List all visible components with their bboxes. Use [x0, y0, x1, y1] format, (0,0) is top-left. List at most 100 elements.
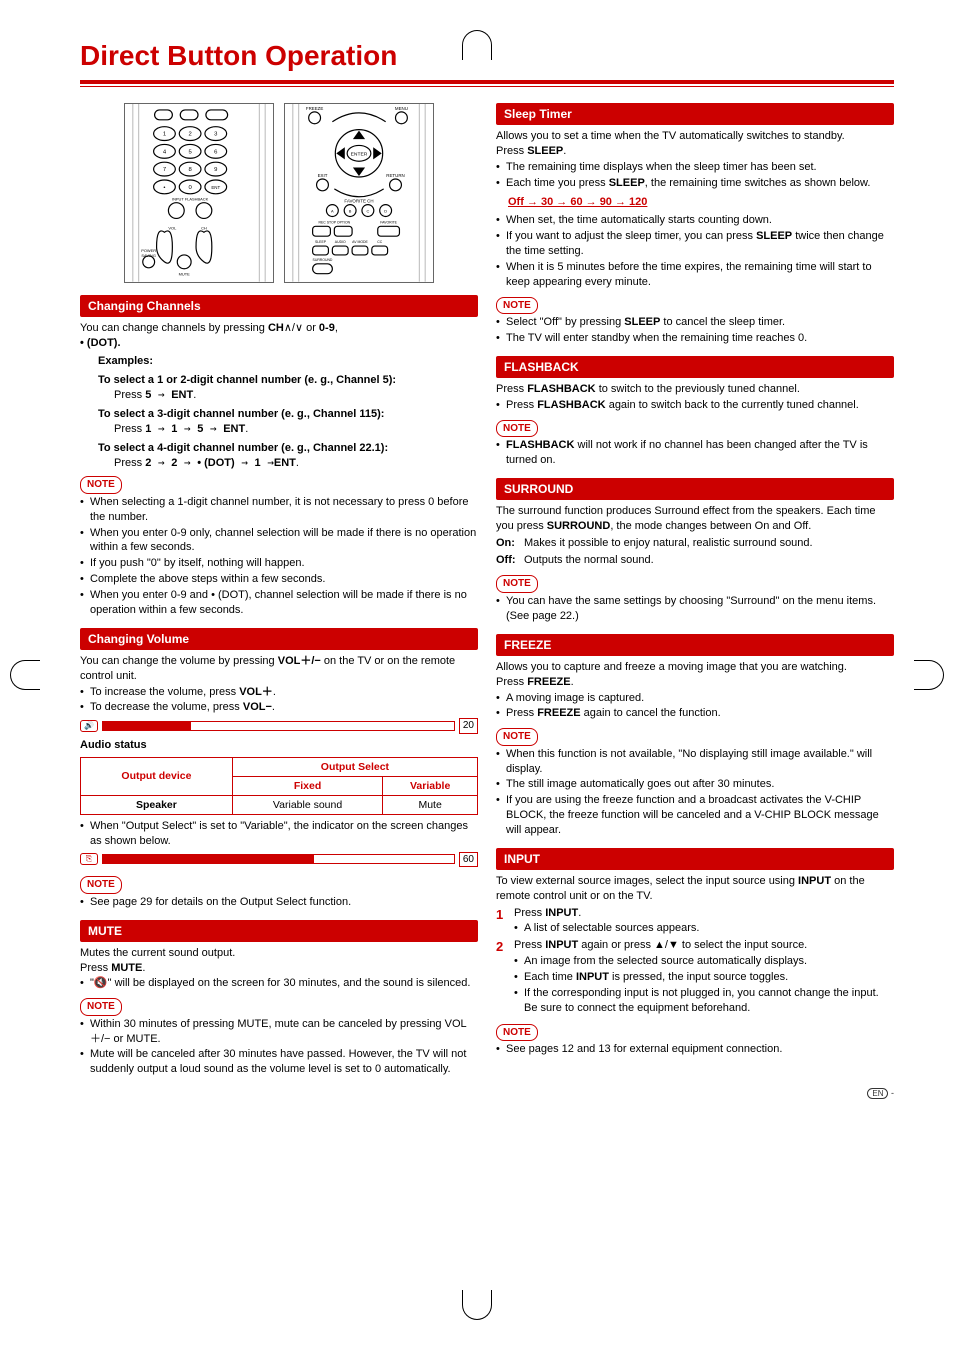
cc-ex1-title: To select a 1 or 2-digit channel number … [80, 373, 478, 388]
sleep-n2: The TV will enter standby when the remai… [496, 331, 894, 346]
inp-step-1: 1 Press INPUT. A list of selectable sour… [496, 906, 894, 937]
svg-text:REC STOP OPTION: REC STOP OPTION [319, 220, 351, 224]
fz-notes: When this function is not available, "No… [496, 747, 894, 838]
heading-sleep-timer: Sleep Timer [496, 103, 894, 125]
inp-steps: 1 Press INPUT. A list of selectable sour… [496, 906, 894, 1016]
mute-notes: Within 30 minutes of pressing MUTE, mute… [80, 1017, 478, 1077]
svg-text:A: A [331, 209, 334, 214]
td-variable: Mute [383, 795, 478, 814]
volume-value-2: 60 [459, 852, 478, 868]
fz-n3: If you are using the freeze function and… [496, 793, 894, 838]
mute-line1: Mutes the current sound output. [80, 946, 478, 961]
cc-ex3-title: To select a 4-digit channel number (e. g… [80, 441, 478, 456]
inp-intro: To view external source images, select t… [496, 874, 894, 904]
heading-input: INPUT [496, 848, 894, 870]
svg-text:SAVING: SAVING [141, 253, 156, 258]
cc-note-item: If you push "0" by itself, nothing will … [80, 556, 478, 571]
inp-s2-sub3: If the corresponding input is not plugge… [514, 986, 894, 1016]
svg-text:•: • [163, 185, 165, 191]
sleep-b5: When it is 5 minutes before the time exp… [496, 260, 894, 290]
svg-text:AV MODE: AV MODE [352, 240, 368, 244]
mute-note-tag: NOTE [80, 998, 122, 1016]
sleep-intro: Allows you to set a time when the TV aut… [496, 129, 894, 144]
cc-dot: • (DOT). [80, 336, 478, 351]
cv-note-tag: NOTE [80, 876, 122, 894]
sleep-note-tag: NOTE [496, 297, 538, 315]
fz-b2: Press FREEZE again to cancel the functio… [496, 706, 894, 721]
inp-s1-sub: A list of selectable sources appears. [514, 921, 894, 936]
cv-notes: See page 29 for details on the Output Se… [80, 895, 478, 910]
speaker-icon: 🔊 [80, 720, 98, 732]
fz-press: Press FREEZE. [496, 675, 894, 690]
mute-icon: 🔇 [94, 977, 108, 989]
svg-text:2: 2 [188, 132, 191, 138]
fz-intro: Allows you to capture and freeze a movin… [496, 660, 894, 675]
heading-surround: SURROUND [496, 478, 894, 500]
cc-examples-label: Examples: [80, 354, 478, 369]
inp-s2-sub1: An image from the selected source automa… [514, 954, 894, 969]
rule-thin [80, 86, 894, 87]
crop-mark-right [914, 660, 944, 690]
sleep-b2: Each time you press SLEEP, the remaining… [496, 176, 894, 191]
mute-note-item: Mute will be canceled after 30 minutes h… [80, 1047, 478, 1077]
cv-intro: You can change the volume by pressing VO… [80, 654, 478, 684]
output-select-table: Output device Output Select Fixed Variab… [80, 757, 478, 816]
th-fixed: Fixed [232, 776, 382, 795]
svg-text:MENU: MENU [395, 106, 408, 111]
volume-bar-1: 🔊 20 [80, 718, 478, 734]
svg-text:D: D [384, 209, 387, 214]
sleep-n1: Select "Off" by pressing SLEEP to cancel… [496, 315, 894, 330]
cc-note-tag: NOTE [80, 476, 122, 494]
sleep-bullets-2: When set, the time automatically starts … [496, 213, 894, 289]
fz-n2: The still image automatically goes out a… [496, 777, 894, 792]
fb-b1: Press FLASHBACK again to switch back to … [496, 398, 894, 413]
td-fixed: Variable sound [232, 795, 382, 814]
svg-text:MUTE: MUTE [179, 272, 191, 277]
svg-text:FREEZE: FREEZE [306, 106, 323, 111]
heading-changing-volume: Changing Volume [80, 628, 478, 650]
svg-text:C: C [366, 209, 369, 214]
rule-thick [80, 80, 894, 84]
cc-note-item: When selecting a 1-digit channel number,… [80, 495, 478, 525]
svg-text:CC: CC [377, 240, 382, 244]
left-column: 123 456 789 •0ENT INPUT FLASHBACK VOLCH [80, 103, 478, 1078]
svg-text:FAVORITE CH: FAVORITE CH [344, 199, 373, 204]
mute-b1: "🔇" will be displayed on the screen for … [80, 976, 478, 991]
td-speaker: Speaker [81, 795, 233, 814]
fz-n1: When this function is not available, "No… [496, 747, 894, 777]
cc-ex1-body: Press 5 → ENT. [80, 388, 478, 403]
svg-text:1: 1 [163, 132, 166, 138]
footer-dash: - [891, 1088, 894, 1098]
fb-bullets: Press FLASHBACK again to switch back to … [496, 398, 894, 413]
mute-line2: Press MUTE. [80, 961, 478, 976]
cv-bullets: To increase the volume, press VOL＋. To d… [80, 685, 478, 716]
cc-note-item: Complete the above steps within a few se… [80, 572, 478, 587]
svg-text:RETURN: RETURN [386, 173, 404, 178]
svg-text:SLEEP: SLEEP [315, 240, 327, 244]
th-output-device: Output device [81, 757, 233, 795]
page-footer: EN - [80, 1088, 894, 1098]
svg-text:AUDIO: AUDIO [335, 240, 346, 244]
heading-flashback: FLASHBACK [496, 356, 894, 378]
sr-note-tag: NOTE [496, 575, 538, 593]
cc-notes: When selecting a 1-digit channel number,… [80, 495, 478, 618]
heading-freeze: FREEZE [496, 634, 894, 656]
svg-text:FAVORITE: FAVORITE [380, 220, 397, 224]
th-variable: Variable [383, 776, 478, 795]
svg-text:EXIT: EXIT [318, 173, 328, 178]
sleep-b4: If you want to adjust the sleep timer, y… [496, 229, 894, 259]
crop-mark-left [10, 660, 40, 690]
remote-figures: 123 456 789 •0ENT INPUT FLASHBACK VOLCH [80, 103, 478, 283]
heading-changing-channels: Changing Channels [80, 295, 478, 317]
volume-value-1: 20 [459, 718, 478, 734]
inp-note-tag: NOTE [496, 1024, 538, 1042]
inp-step-2: 2 Press INPUT again or press ▲/▼ to sele… [496, 938, 894, 1015]
svg-text:7: 7 [163, 167, 166, 173]
heading-mute: MUTE [80, 920, 478, 942]
inp-notes: See pages 12 and 13 for external equipme… [496, 1042, 894, 1057]
sleep-sequence: Off → 30 → 60 → 90 → 120 [508, 195, 647, 210]
svg-text:ENT: ENT [211, 185, 220, 190]
cc-ex2-body: Press 1 → 1 → 5 → ENT. [80, 422, 478, 437]
svg-text:INPUT FLASHBACK: INPUT FLASHBACK [172, 197, 209, 202]
fz-b1: A moving image is captured. [496, 691, 894, 706]
